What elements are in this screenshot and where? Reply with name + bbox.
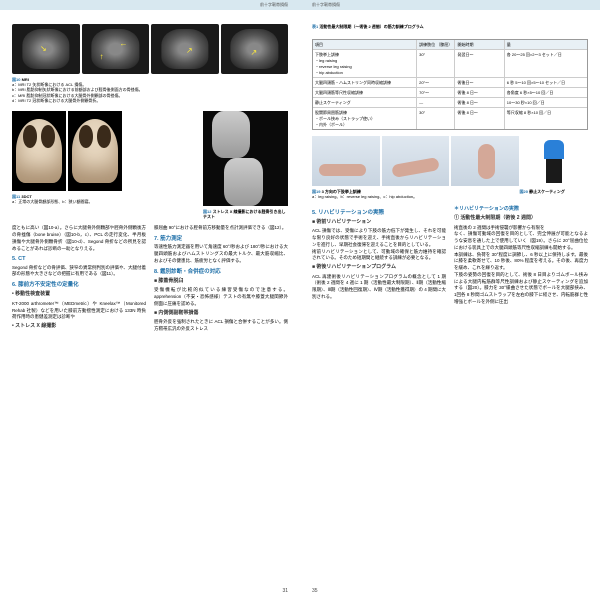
mri-b: ↑← [82, 24, 150, 74]
ct-b [68, 111, 122, 191]
header-bar [0, 0, 300, 10]
ex-b [382, 136, 450, 186]
mri-grid: ↘ ↑← ↗ ↗ [12, 24, 288, 74]
ct-a [12, 111, 66, 191]
mri-a: ↘ [12, 24, 80, 74]
xray [203, 111, 288, 206]
mri-d: ↗ [221, 24, 289, 74]
table1: 項目 訓練肢位 （膝屈） 開始時期 量 下肢挙上訓練 ・leg raising … [312, 39, 588, 130]
header-bar-r [300, 0, 600, 10]
header-right: 前十字靭帯損傷 [312, 2, 340, 8]
page-right: 前十字靭帯損傷 表1 活動性最大制限期（～術後 2 週間）の筋力訓練プログラム … [300, 0, 600, 600]
ex-d [521, 136, 589, 186]
exercise-row [312, 136, 588, 186]
table-row: 静止スケーティング—術後 8 日～10～30 秒×10 回／日 [313, 97, 587, 107]
header-left: 前十字靭帯損傷 [260, 2, 288, 8]
page-left: 前十字靭帯損傷 ↘ ↑← ↗ ↗ 図10 MRI a：MRI T2 矢状断像にお… [0, 0, 300, 600]
ct-row: 図11 3DCTa：正常の大腿骨額部形態、b：狭い額間窩。 図12 ストレス X… [12, 111, 288, 219]
right-body: 5. リハビリテーションの実際 ■ 術前リハビリテーション ACL 損傷では、受… [312, 206, 588, 306]
pagenum-left: 31 [282, 588, 288, 594]
table-row: 下肢挙上訓練 ・leg raising ・reverse leg raising… [313, 49, 587, 77]
left-body: 度ともに高い（図10-a）。さらに大腿骨外側顆部や脛骨外側顆後方の骨挫傷（bon… [12, 225, 288, 332]
mri-c: ↗ [151, 24, 219, 74]
table-row: 大腿四頭筋・ハムストリング同時収縮訓練20°～術後日～6 秒 5～10 回×5～… [313, 77, 587, 87]
ex-c [451, 136, 519, 186]
ex-a [312, 136, 380, 186]
pagenum-right: 35 [312, 588, 318, 594]
table-row: 股関節周囲筋訓練 ・ボール挟み（ストラップ使い） ・内外（ボール）30°術後 8… [313, 107, 587, 129]
fig10-caption: 図10 MRI a：MRI T2 矢状断像における ACL 損傷。 b：MRI … [12, 77, 288, 103]
table-row: 大腿四頭筋等尺性収縮訓練70°～術後 8 日～各角度 6 秒×5～10 回／日 [313, 87, 587, 97]
